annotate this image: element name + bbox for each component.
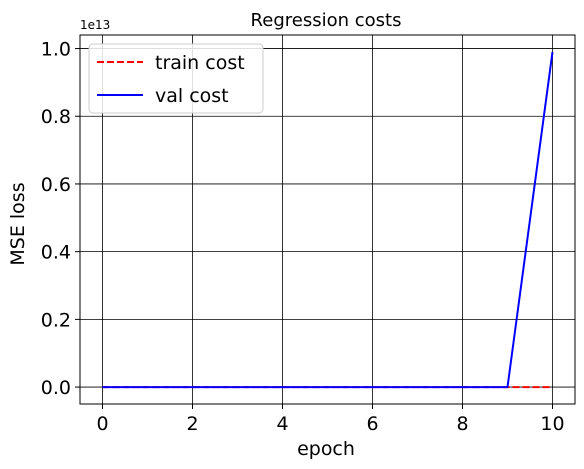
x-tick-label: 8	[456, 413, 468, 435]
y-tick-label: 0.0	[41, 377, 71, 399]
x-tick-label: 0	[96, 413, 108, 435]
chart-title: Regression costs	[251, 10, 402, 31]
y-tick-label: 0.2	[41, 309, 71, 331]
x-axis-label: epoch	[297, 438, 355, 460]
x-tick-label: 10	[540, 413, 564, 435]
legend-label-val-cost: val cost	[155, 85, 229, 107]
y-axis-label: MSE loss	[7, 182, 29, 265]
x-tick-label: 2	[186, 413, 198, 435]
y-offset-label: 1e13	[80, 18, 110, 32]
y-tick-label: 0.6	[41, 174, 71, 196]
legend: train cost val cost	[89, 44, 263, 113]
y-tick-label: 1.0	[41, 39, 71, 61]
x-tick-label: 4	[276, 413, 288, 435]
y-tick-label: 0.8	[41, 106, 71, 128]
legend-label-train-cost: train cost	[155, 52, 245, 74]
y-tick-label: 0.4	[41, 242, 71, 264]
x-tick-label: 6	[366, 413, 378, 435]
